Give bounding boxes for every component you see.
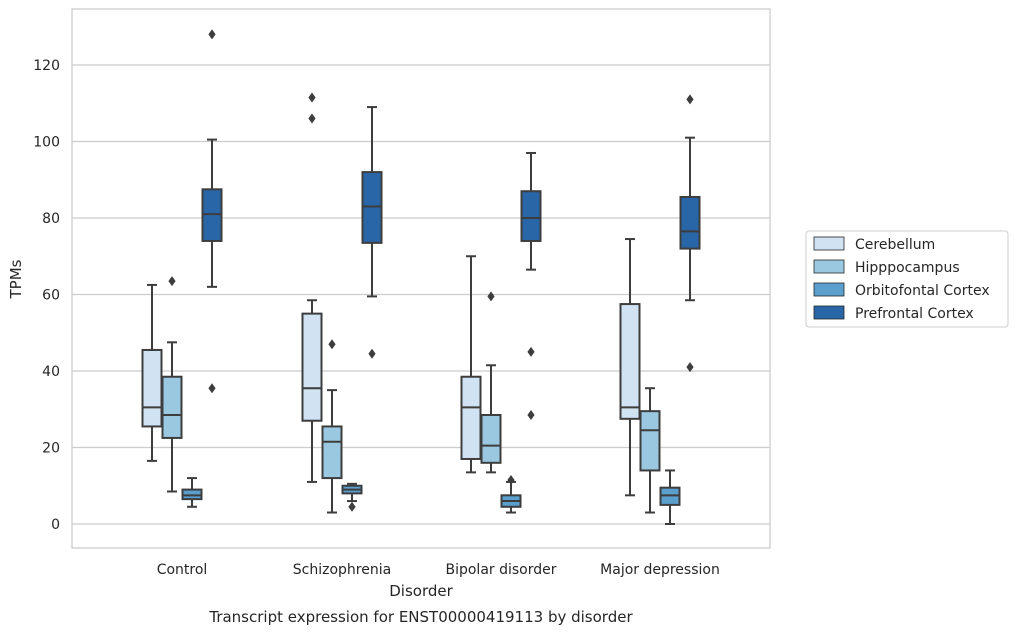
legend-swatch (813, 305, 845, 320)
box-group (361, 106, 383, 359)
legend-label: Orbitofontal Cortex (855, 283, 990, 299)
box (321, 425, 343, 480)
legend-label: Hipppocampus (855, 260, 960, 276)
plot-frame (71, 8, 771, 549)
boxes (141, 29, 701, 525)
x-tick-label: Bipolar disorder (445, 562, 556, 578)
legend-label: Prefrontal Cortex (855, 306, 974, 322)
box-group (341, 482, 363, 512)
legend-swatch (813, 282, 845, 297)
legend-swatch (813, 259, 845, 274)
outlier-point (507, 475, 515, 486)
outlier-point (368, 348, 376, 359)
x-axis-label: Disorder (389, 582, 453, 600)
y-tick-label: 0 (51, 517, 60, 533)
box-group (460, 255, 482, 474)
box (480, 413, 502, 464)
box (460, 375, 482, 460)
x-tick-label: Control (157, 562, 208, 578)
outlier-point (487, 291, 495, 302)
outlier-point (208, 29, 216, 40)
box (679, 195, 701, 250)
x-tick-label: Major depression (600, 562, 720, 578)
y-tick-labels: 0 20 40 60 80 100 120 (33, 58, 60, 533)
outlier-point (168, 276, 176, 287)
box-group (619, 238, 641, 497)
box-group (679, 94, 701, 373)
y-tick-label: 100 (33, 135, 60, 151)
x-tick-label: Schizophrenia (293, 562, 391, 578)
box-group (659, 469, 681, 525)
legend: Cerebellum Hipppocampus Orbitofontal Corte… (805, 230, 1009, 328)
box-group (301, 92, 323, 483)
legend-label: Cerebellum (855, 237, 935, 253)
legend-frame (805, 230, 1009, 328)
box (619, 303, 641, 420)
box-group (181, 477, 203, 508)
box-group (321, 339, 343, 514)
legend-swatch (813, 236, 845, 251)
y-tick-label: 80 (42, 211, 60, 227)
box-group (201, 29, 223, 394)
box (520, 190, 542, 242)
box (161, 375, 183, 439)
outlier-point (328, 339, 336, 350)
x-tick-labels: Control Schizophrenia Bipolar disorder Majo… (157, 562, 720, 578)
y-axis-label: TPMs (7, 259, 25, 299)
y-tick-label: 40 (42, 364, 60, 380)
box-group (480, 291, 502, 474)
outlier-point (686, 362, 694, 373)
box (639, 410, 661, 472)
outlier-point (527, 346, 535, 357)
y-tick-label: 60 (42, 288, 60, 304)
box-group (639, 387, 661, 514)
outlier-point (308, 113, 316, 124)
box-group (141, 283, 163, 462)
outlier-point (348, 501, 356, 512)
outlier-point (208, 383, 216, 394)
outlier-point (527, 409, 535, 420)
box-group (520, 151, 542, 420)
box (141, 348, 163, 428)
outlier-point (308, 92, 316, 103)
y-tick-label: 20 (42, 441, 60, 457)
legend-items: Cerebellum Hipppocampus Orbitofontal Corte… (813, 236, 990, 322)
box (301, 312, 323, 422)
chart-caption: Transcript expression for ENST0000041911… (208, 608, 633, 626)
grid-lines (72, 64, 770, 525)
y-tick-label: 120 (33, 58, 60, 74)
box-group (161, 276, 183, 493)
box-group (500, 475, 522, 514)
outlier-point (686, 94, 694, 105)
